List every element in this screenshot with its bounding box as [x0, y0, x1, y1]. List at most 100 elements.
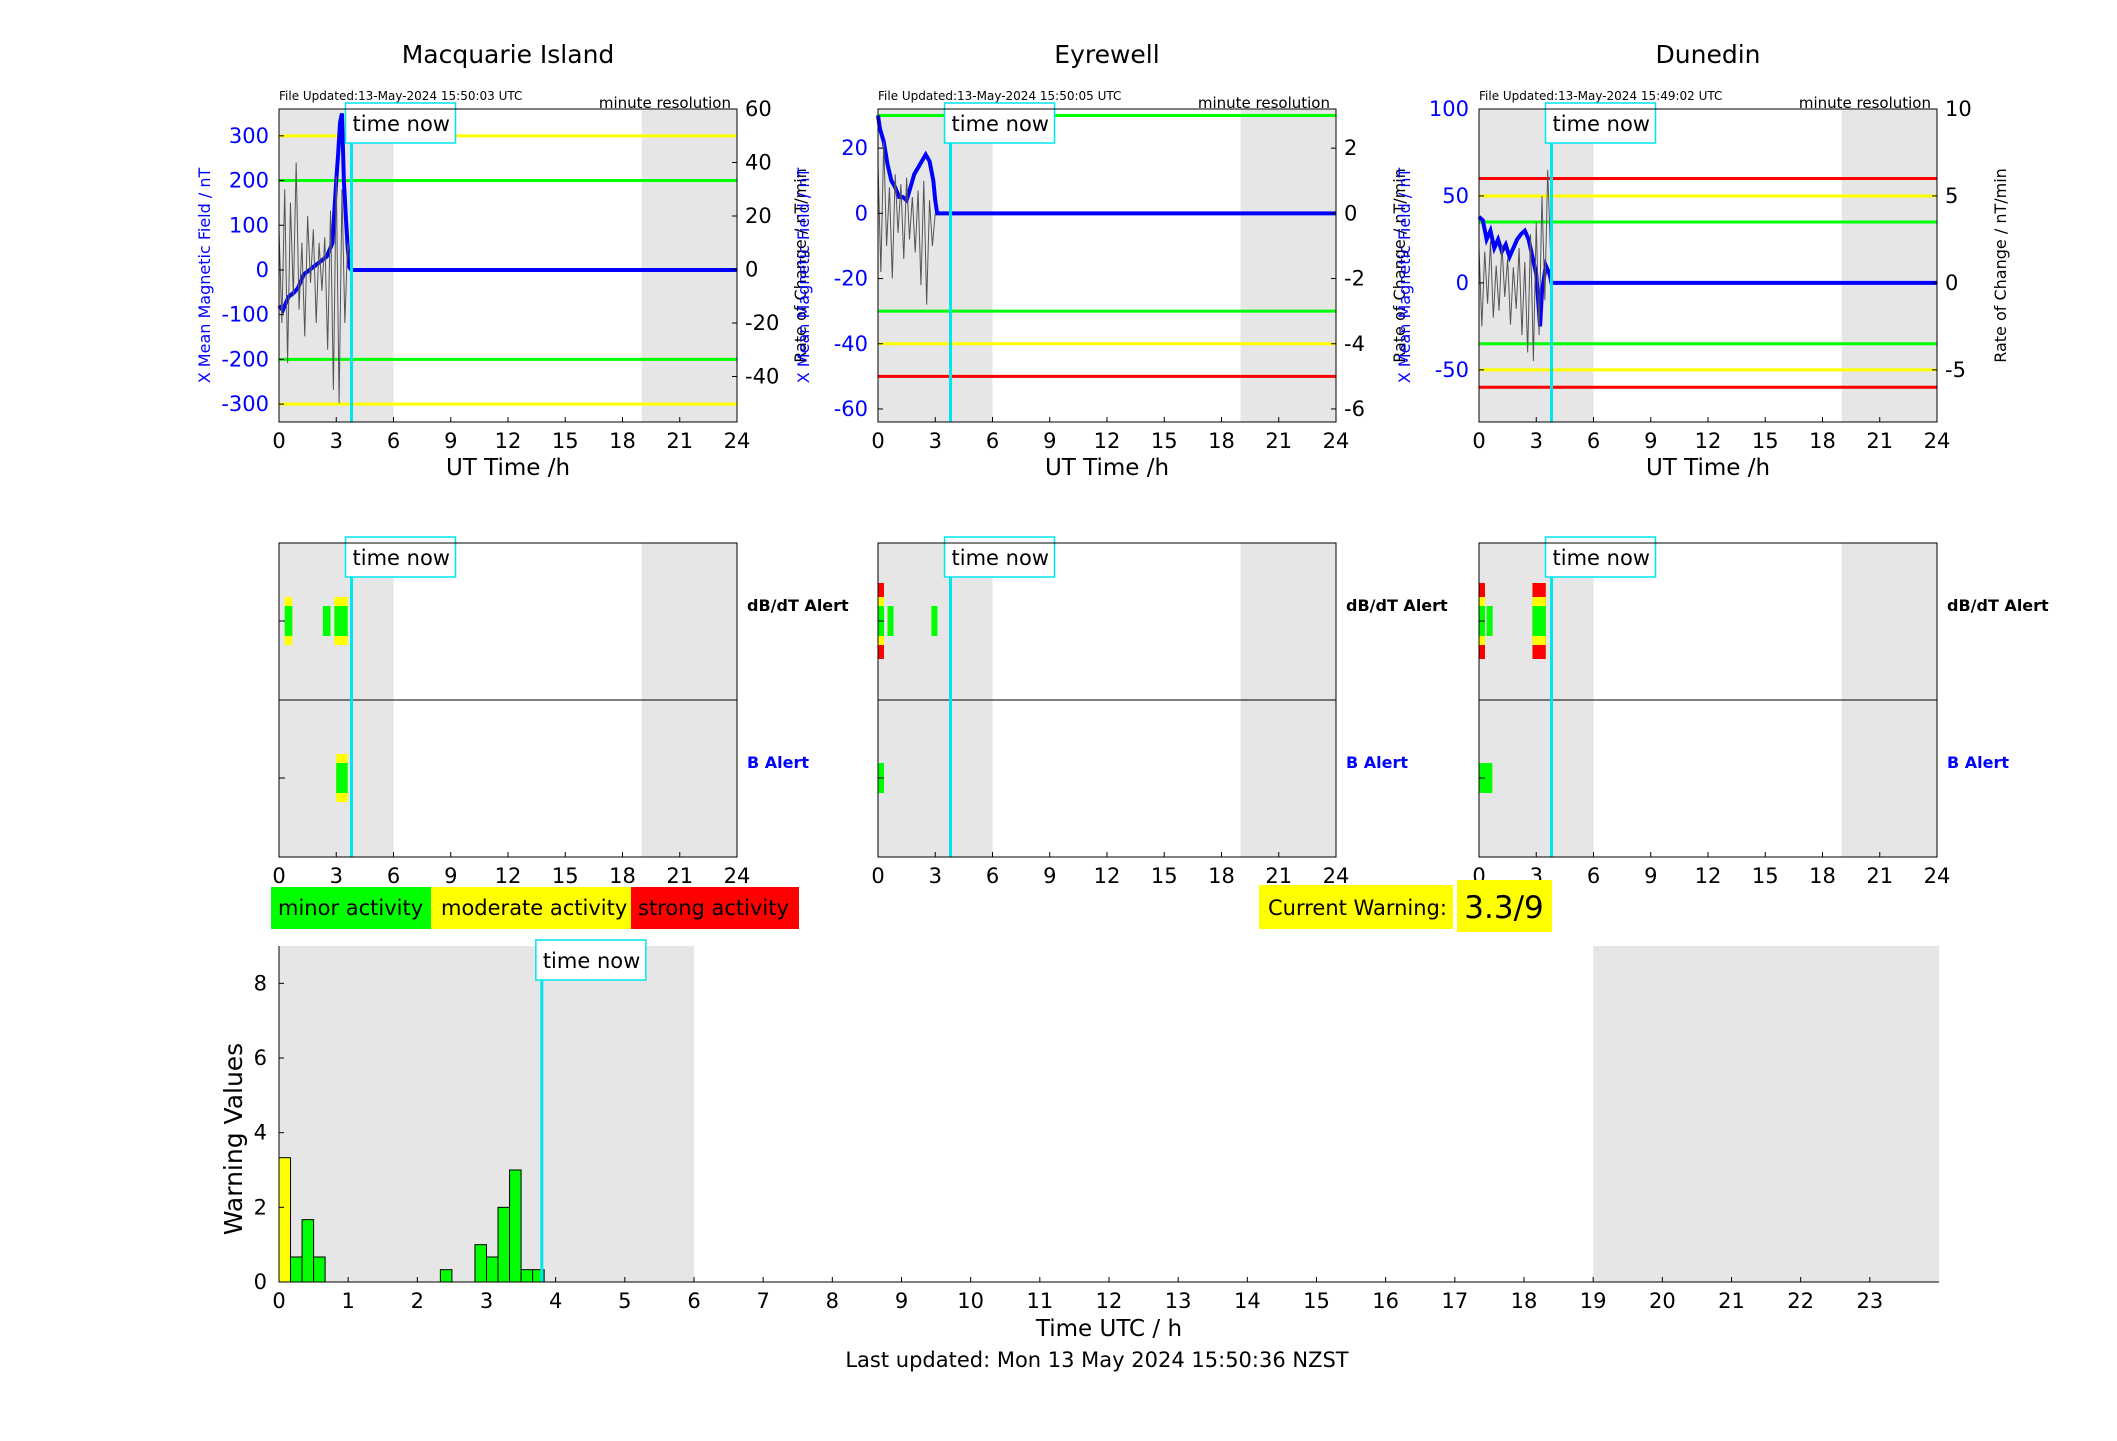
- x-tick-label: 12: [1695, 864, 1722, 888]
- x-tick-label: 9: [1644, 864, 1657, 888]
- rate-of-change-series: [1478, 169, 1553, 362]
- x-tick-label: 0: [272, 864, 285, 888]
- alert-panels: time now 0 3 6 9 12 15 18 21 24 dB/dT Alert B Alert…: [272, 536, 2049, 888]
- b-alert-label: B Alert: [747, 753, 809, 772]
- x-tick-label: 15: [552, 864, 579, 888]
- time-now-label: time now: [952, 112, 1049, 136]
- x-tick-label: 6: [1587, 429, 1600, 453]
- y-right-tick-label: 0: [745, 258, 758, 282]
- x-tick-label: 18: [1511, 1289, 1538, 1313]
- legend-moderate-label: moderate activity: [441, 896, 627, 920]
- x-tick-label: 24: [1924, 429, 1951, 453]
- x-tick-label: 12: [1094, 864, 1121, 888]
- x-axis-label: UT Time /h: [1646, 455, 1770, 481]
- y-left-axis-label: X Mean Magnetic Field / nT: [1395, 168, 1414, 384]
- x-tick-label: 14: [1234, 1289, 1261, 1313]
- dbdt-alert-segment-minor-band: [334, 606, 348, 636]
- y-right-axis-label: Rate of Change / nT/min: [1390, 168, 1409, 363]
- x-tick-label: 12: [495, 864, 522, 888]
- x-tick-label: 16: [1372, 1289, 1399, 1313]
- x-axis-label: UT Time /h: [446, 455, 570, 481]
- rate-of-change-series: [278, 162, 353, 404]
- x-tick-label: 21: [1265, 864, 1292, 888]
- night-shading-band: [641, 109, 737, 422]
- file-updated-note: File Updated:13-May-2024 15:49:02 UTC: [1479, 89, 1722, 103]
- x-tick-label: 20: [1649, 1289, 1676, 1313]
- station-panel-2: Dunedin File Updated:13-May-2024 15:49:02…: [1395, 40, 2010, 481]
- x-tick-label: 15: [1752, 429, 1779, 453]
- x-tick-label: 15: [1151, 864, 1178, 888]
- file-updated-note: File Updated:13-May-2024 15:50:05 UTC: [878, 89, 1121, 103]
- legend-strong-label: strong activity: [638, 896, 789, 920]
- current-warning-value-box: [1457, 880, 1552, 932]
- night-shading-band: [279, 946, 694, 1282]
- y-right-axis-label: Rate of Change / nT/min: [1991, 168, 2010, 363]
- x-tick-label: 6: [986, 864, 999, 888]
- legend-moderate-swatch: [431, 887, 631, 929]
- time-now-label-box: [344, 536, 457, 578]
- x-tick-label: 9: [1644, 429, 1657, 453]
- x-tick-label: 15: [1303, 1289, 1330, 1313]
- x-tick-label: 19: [1580, 1289, 1607, 1313]
- x-tick-label: 7: [756, 1289, 769, 1313]
- x-tick-label: 21: [1718, 1289, 1745, 1313]
- y-left-tick-label: -50: [1435, 358, 1469, 382]
- x-tick-label: 12: [1096, 1289, 1123, 1313]
- y-left-tick-label: 20: [841, 136, 868, 160]
- dbdt-alert-segment-minor-band: [322, 606, 331, 636]
- b-alert-label: B Alert: [1346, 753, 1408, 772]
- y-left-tick-label: 50: [1442, 184, 1469, 208]
- warning-bar: [290, 1256, 303, 1283]
- warning-bar: [509, 1169, 522, 1283]
- y-left-tick-label: -300: [221, 392, 269, 416]
- x-tick-label: 3: [330, 429, 343, 453]
- x-tick-label: 4: [549, 1289, 562, 1313]
- night-shading-band: [878, 109, 993, 422]
- time-now-label-box: [943, 536, 1056, 578]
- x-axis-label: UT Time /h: [1045, 455, 1169, 481]
- warning-bar: [497, 1206, 511, 1283]
- station-panel-1: Eyrewell File Updated:13-May-2024 15:50:0…: [794, 40, 1409, 481]
- x-tick-label: 12: [1695, 429, 1722, 453]
- y-left-tick-label: -200: [221, 347, 269, 371]
- x-tick-label: 18: [609, 429, 636, 453]
- y-tick-label: 6: [254, 1046, 267, 1070]
- time-now-label-box: [1544, 536, 1657, 578]
- night-shading-band: [1240, 109, 1336, 422]
- activity-legend: minor activity moderate activity strong …: [271, 887, 799, 929]
- current-warning: Current Warning: 3.3/9: [1259, 880, 1552, 932]
- x-tick-label: 6: [1587, 864, 1600, 888]
- legend-strong-swatch: [631, 887, 799, 929]
- warning-bar: [439, 1269, 453, 1283]
- x-tick-label: 9: [444, 429, 457, 453]
- y-right-tick-label: 2: [1344, 136, 1357, 160]
- y-left-tick-label: -20: [834, 267, 868, 291]
- x-tick-label: 3: [929, 429, 942, 453]
- y-left-tick-label: 100: [229, 213, 269, 237]
- x-tick-label: 18: [1208, 429, 1235, 453]
- y-right-tick-label: -20: [745, 311, 779, 335]
- warning-bar: [313, 1256, 326, 1283]
- x-tick-label: 8: [826, 1289, 839, 1313]
- x-tick-label: 18: [1809, 429, 1836, 453]
- x-tick-label: 5: [618, 1289, 631, 1313]
- y-right-axis-label: Rate of Change / nT/min: [791, 168, 810, 363]
- x-tick-label: 24: [1323, 429, 1350, 453]
- legend-minor-label: minor activity: [278, 896, 423, 920]
- x-tick-label: 9: [1043, 864, 1056, 888]
- time-now-label: time now: [1553, 546, 1650, 570]
- x-tick-label: 3: [929, 864, 942, 888]
- x-tick-label: 9: [1043, 429, 1056, 453]
- file-updated-note: File Updated:13-May-2024 15:50:03 UTC: [279, 89, 522, 103]
- y-right-tick-label: 0: [1344, 201, 1357, 225]
- night-shading-band: [1841, 109, 1937, 422]
- x-tick-label: 0: [871, 429, 884, 453]
- x-tick-label: 6: [687, 1289, 700, 1313]
- y-left-tick-label: -100: [221, 303, 269, 327]
- night-shading-band: [1593, 946, 1939, 1282]
- x-tick-label: 24: [1924, 864, 1951, 888]
- station-panel-0: Macquarie Island File Updated:13-May-2024…: [195, 40, 810, 481]
